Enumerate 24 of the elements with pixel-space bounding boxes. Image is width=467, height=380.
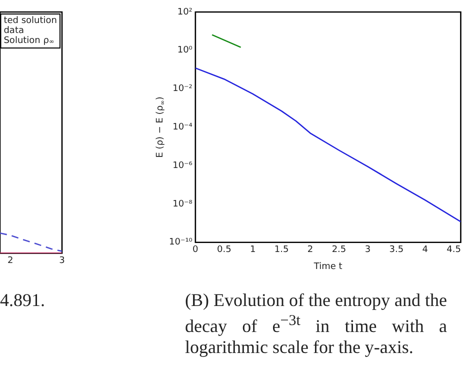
x-tick-label: 4.5 <box>446 245 462 256</box>
y-tick-label: 10⁻⁴ <box>172 122 193 133</box>
x-tick-label: 1.5 <box>274 245 289 256</box>
x-tick-label: 2 <box>7 256 14 266</box>
text: ted solution <box>4 16 57 26</box>
text: 4.891. <box>0 290 46 311</box>
x-tick-label: 3.5 <box>389 245 404 256</box>
text: data <box>4 26 24 36</box>
y-tick-label: 10⁻¹⁰ <box>168 238 193 248</box>
x-axis-title: Time t <box>312 262 343 272</box>
x-tick-label: 2 <box>307 245 314 256</box>
x-tick-label: 4 <box>422 245 428 256</box>
y-tick-label: 10⁻² <box>172 84 193 94</box>
text: (B) Evolution of the entropy and the decay of e$^{−3t}$ in time with a logarithmic scale for the y-axis. <box>185 290 448 358</box>
x-tick-label: 3 <box>59 256 65 266</box>
x-tick-label: 3 <box>364 245 371 256</box>
x-tick-label: 1 <box>250 245 256 256</box>
x-tick-label: 0.5 <box>216 245 232 256</box>
y-tick-label: 10⁻⁶ <box>172 160 193 171</box>
y-tick-label: 10² <box>177 7 193 18</box>
y-tick-label: 10⁰ <box>177 46 193 56</box>
y-tick-label: 10⁻⁸ <box>172 199 193 210</box>
x-tick-label: 0 <box>192 245 199 256</box>
x-tick-label: 2.5 <box>332 245 346 256</box>
